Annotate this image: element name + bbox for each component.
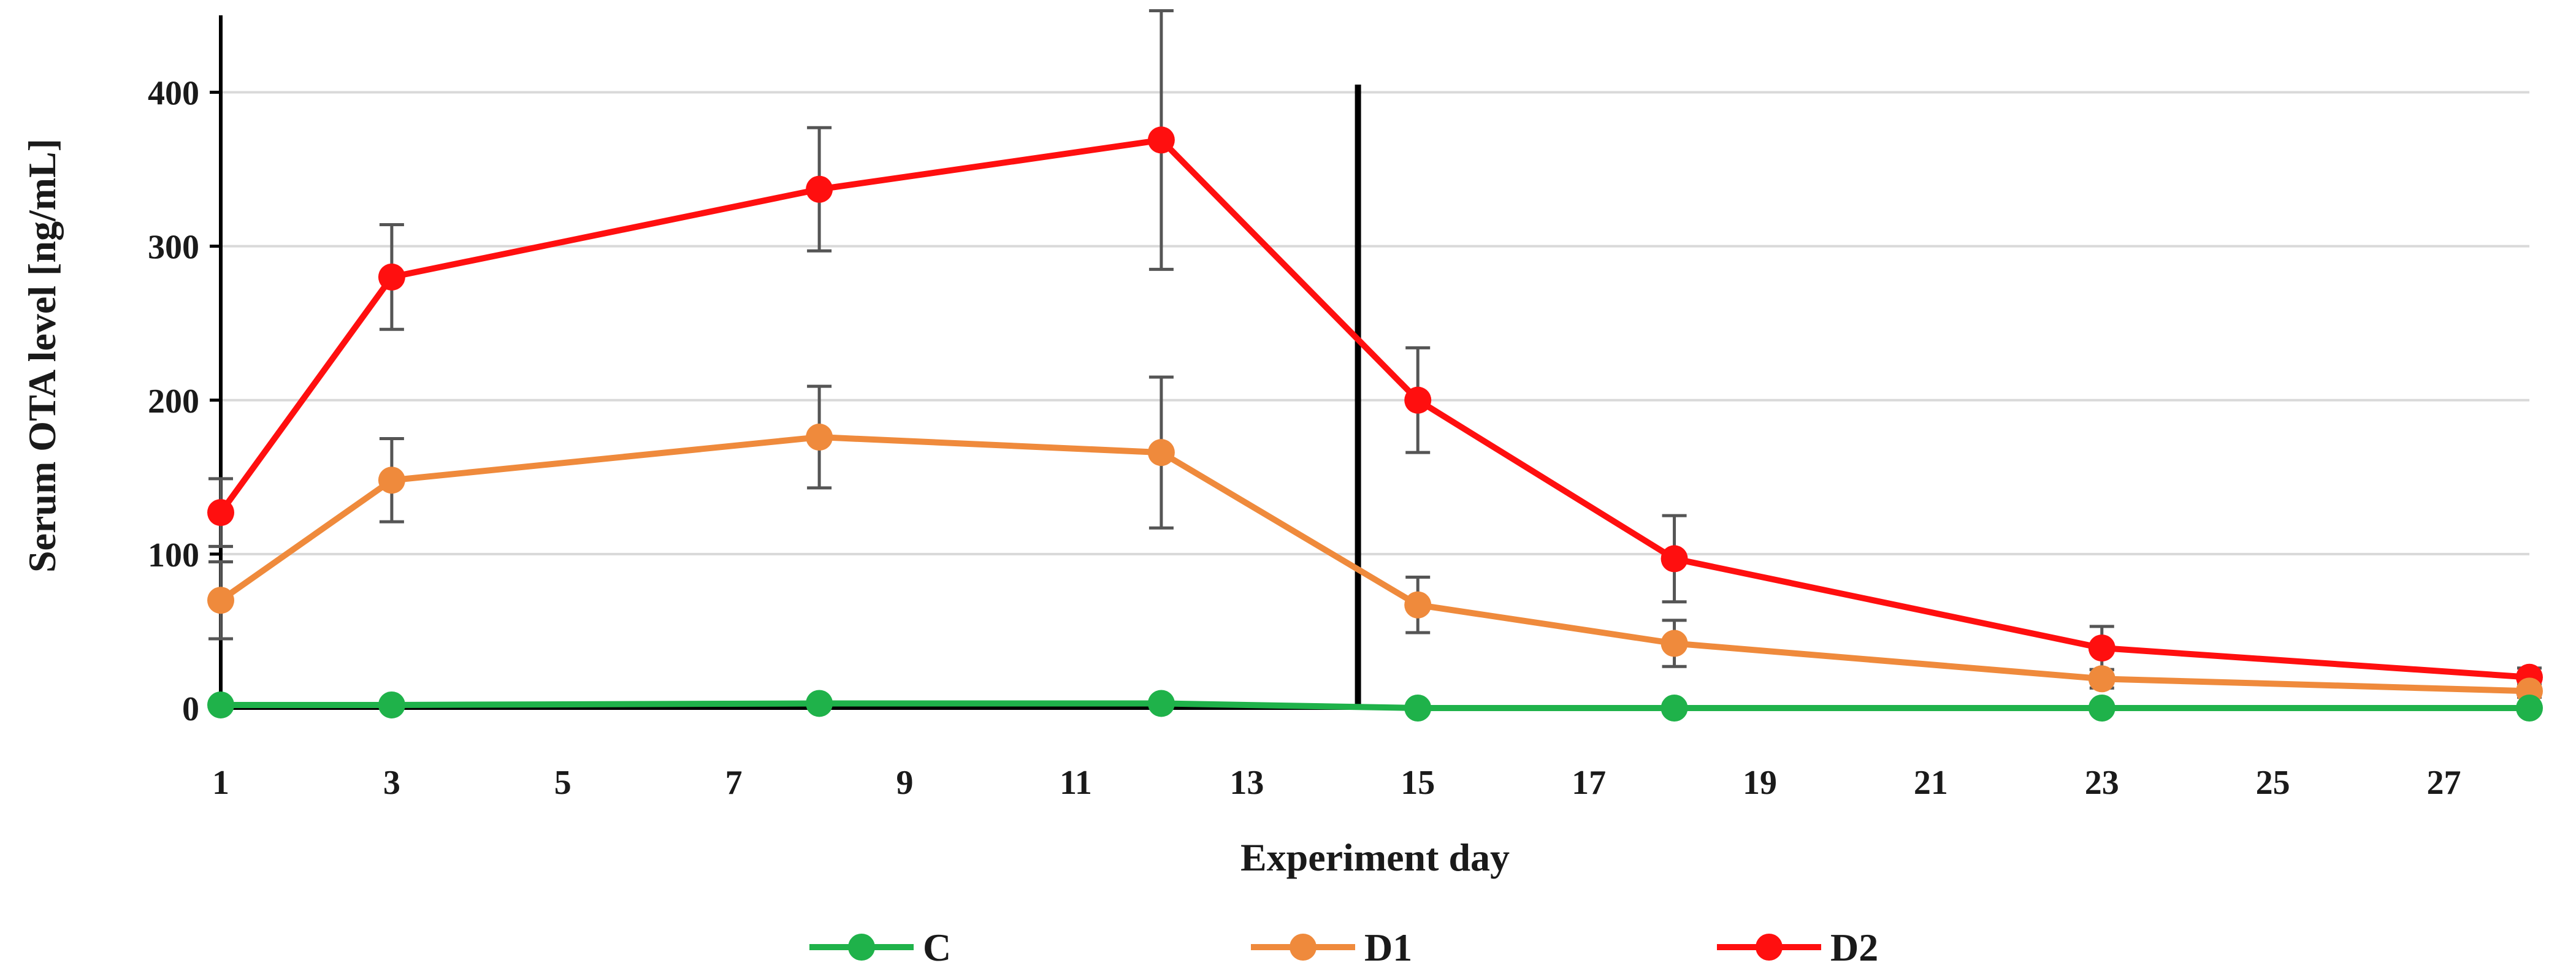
series-c	[207, 690, 2543, 722]
series-d1	[207, 375, 2543, 705]
legend-swatch-marker	[1290, 934, 1317, 961]
x-tick-label: 27	[2427, 764, 2461, 802]
y-axis-ticks: 0 100 200 300 400	[148, 75, 221, 728]
x-tick-label: 5	[554, 764, 571, 802]
data-point-d2	[378, 263, 405, 291]
data-point-c	[2516, 695, 2543, 722]
x-tick-label: 23	[2085, 764, 2119, 802]
series-layer	[207, 9, 2543, 722]
x-axis-ticks: 1 3 5 7 9 11 13 15 17 19 21 23 25 27	[212, 764, 2461, 802]
data-point-c	[2088, 695, 2115, 722]
legend-item-d1: D1	[1251, 926, 1412, 969]
x-tick-label: 9	[896, 764, 914, 802]
legend-swatch-marker	[848, 934, 875, 961]
data-point-d2	[1661, 545, 1688, 573]
x-tick-label: 17	[1572, 764, 1606, 802]
gridlines	[221, 91, 2529, 555]
x-tick-label: 25	[2256, 764, 2290, 802]
data-point-d2	[207, 499, 234, 527]
data-point-d1	[1404, 591, 1432, 619]
data-point-d1	[806, 424, 833, 451]
y-tick-label: 200	[148, 383, 199, 421]
legend: C D1 D2	[809, 926, 1878, 969]
data-point-d2	[806, 175, 833, 203]
legend-label: D2	[1830, 926, 1878, 969]
data-point-d2	[1404, 386, 1432, 414]
legend-label: C	[923, 926, 951, 969]
y-axis-title: Serum OTA level [ng/mL]	[20, 139, 64, 573]
data-point-d1	[378, 467, 405, 494]
data-point-d1	[1147, 439, 1175, 467]
data-point-c	[378, 691, 405, 718]
data-point-d1	[1661, 630, 1688, 657]
x-tick-label: 13	[1229, 764, 1264, 802]
x-tick-label: 1	[212, 764, 229, 802]
x-tick-label: 21	[1914, 764, 1948, 802]
series-line-c	[221, 700, 2529, 711]
series-d2	[207, 9, 2543, 691]
x-axis-title: Experiment day	[1240, 836, 1510, 879]
data-point-d1	[2088, 665, 2115, 693]
data-point-d2	[1147, 126, 1175, 154]
x-tick-label: 15	[1401, 764, 1435, 802]
series-line-d2	[218, 137, 2530, 680]
legend-item-c: C	[809, 926, 951, 969]
data-point-c	[1147, 690, 1175, 717]
data-point-c	[207, 691, 234, 718]
data-point-d2	[2088, 634, 2115, 662]
x-tick-label: 19	[1743, 764, 1777, 802]
x-tick-label: 3	[383, 764, 400, 802]
y-tick-label: 300	[148, 229, 199, 267]
x-tick-label: 7	[725, 764, 743, 802]
x-tick-label: 11	[1060, 764, 1092, 802]
data-point-c	[806, 690, 833, 717]
data-point-d1	[207, 587, 234, 614]
y-tick-label: 400	[148, 75, 199, 113]
data-point-c	[1661, 695, 1688, 722]
legend-item-d2: D2	[1717, 926, 1878, 969]
y-tick-label: 0	[182, 690, 199, 728]
series-line-d1	[219, 434, 2530, 695]
y-tick-label: 100	[148, 536, 199, 574]
data-point-c	[1404, 695, 1432, 722]
legend-swatch-marker	[1756, 934, 1783, 961]
legend-label: D1	[1364, 926, 1412, 969]
